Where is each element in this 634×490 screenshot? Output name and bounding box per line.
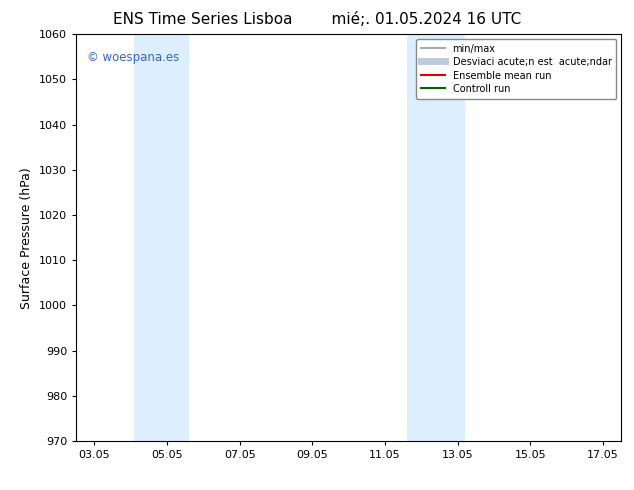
Y-axis label: Surface Pressure (hPa): Surface Pressure (hPa) [20,167,34,309]
Bar [407,34,465,441]
Text: © woespana.es: © woespana.es [87,50,179,64]
Bar [134,34,189,441]
Legend: min/max, Desviaci acute;n est  acute;ndar, Ensemble mean run, Controll run: min/max, Desviaci acute;n est acute;ndar… [416,39,616,98]
Text: ENS Time Series Lisboa        mié;. 01.05.2024 16 UTC: ENS Time Series Lisboa mié;. 01.05.2024 … [113,12,521,27]
